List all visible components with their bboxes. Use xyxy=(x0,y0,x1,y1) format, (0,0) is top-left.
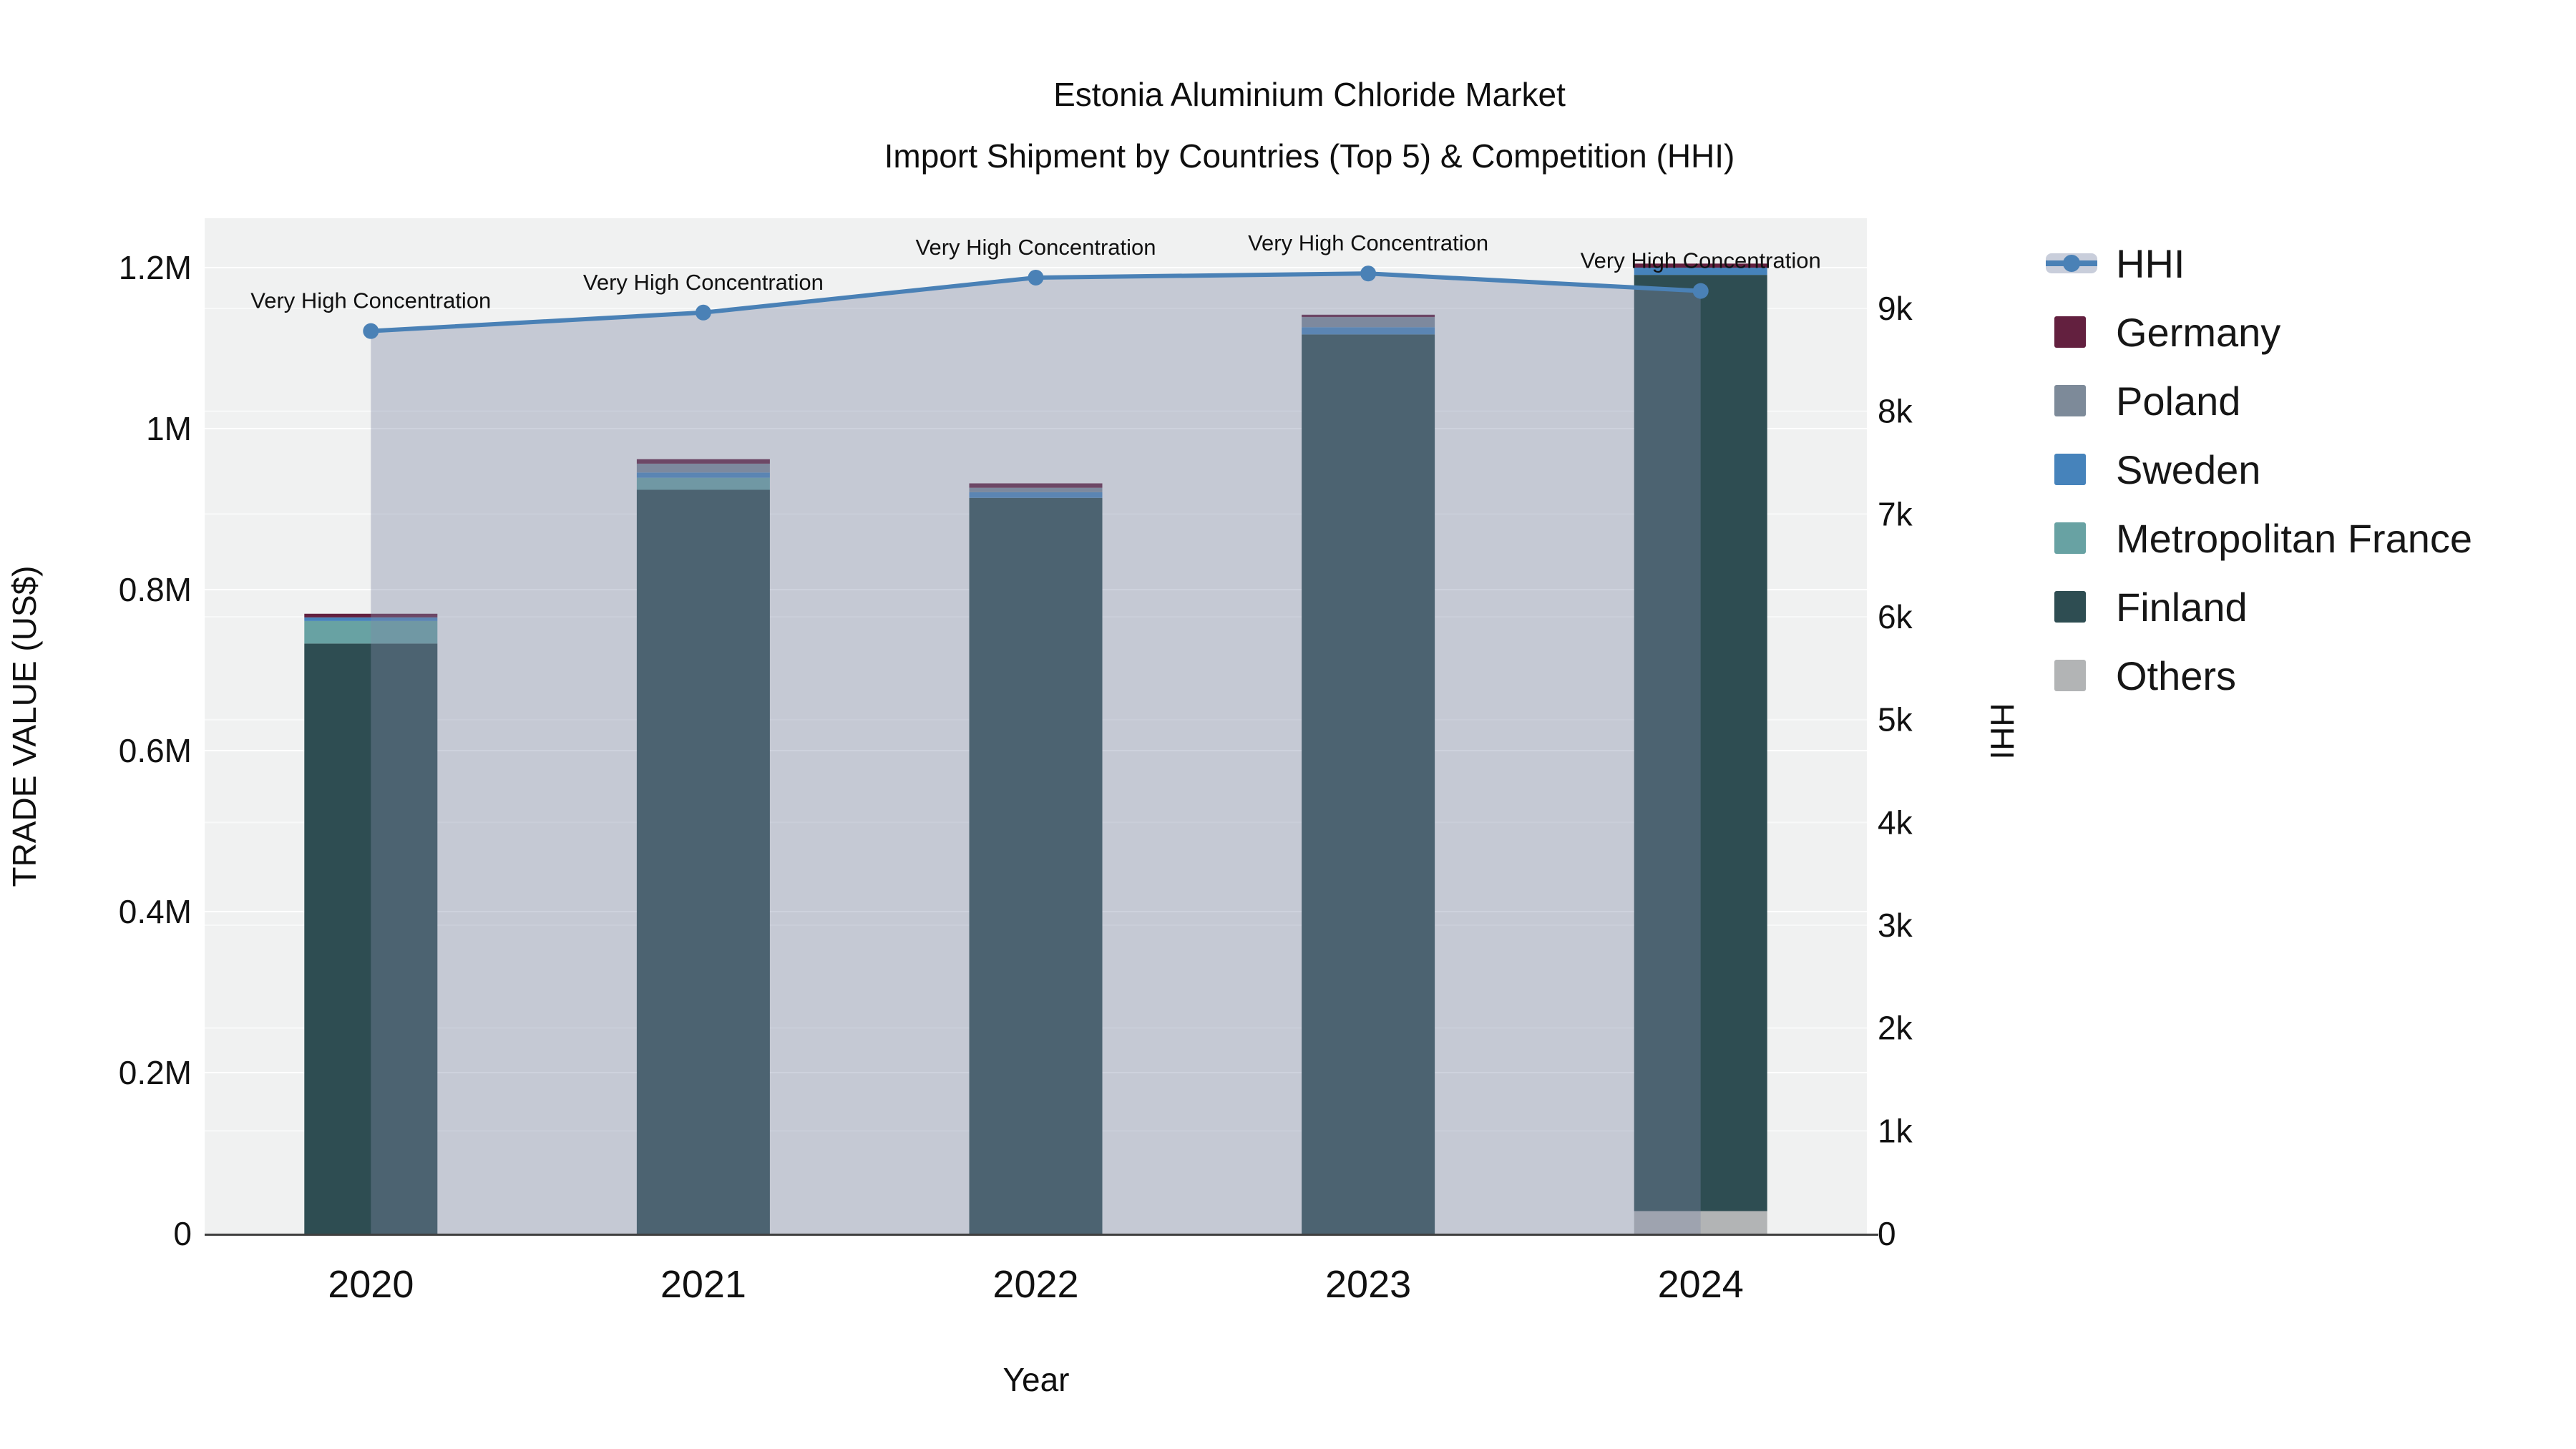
y-left-tick-0.2M: 0.2M xyxy=(119,1054,192,1091)
hhi-marker-2021[interactable] xyxy=(695,304,711,321)
bar-segment-poland-2022[interactable] xyxy=(969,487,1103,492)
metropolitan-france-swatch-icon xyxy=(2054,522,2086,554)
legend-label: Metropolitan France xyxy=(2116,515,2473,561)
sweden-swatch-icon xyxy=(2054,454,2086,485)
chart-title: Estonia Aluminium Chloride Market xyxy=(1053,76,1566,113)
legend: HHI Germany Poland Sweden Metropolitan F… xyxy=(2046,229,2472,710)
legend-item-poland[interactable]: Poland xyxy=(2046,366,2472,435)
bar-segment-germany-2023[interactable] xyxy=(1302,314,1435,318)
finland-swatch-icon xyxy=(2054,591,2086,623)
y-right-tick-7k: 7k xyxy=(1878,495,1913,532)
y-left-tick-1M: 1M xyxy=(146,410,192,447)
x-tick-2020[interactable]: 2020 xyxy=(328,1263,414,1306)
hhi-line-icon xyxy=(2046,253,2097,273)
x-tick-2023[interactable]: 2023 xyxy=(1325,1263,1411,1306)
bar-segment-germany-2024[interactable] xyxy=(1634,263,1767,268)
bar-segment-metropolitan-france-2020[interactable] xyxy=(304,620,438,644)
y-left-tick-0.8M: 0.8M xyxy=(119,571,192,608)
y-right-tick-0: 0 xyxy=(1878,1215,1896,1252)
bar-segment-finland-2023[interactable] xyxy=(1302,334,1435,1234)
annotation-2020: Very High Concentration xyxy=(250,288,491,313)
legend-item-finland[interactable]: Finland xyxy=(2046,572,2472,641)
chart-subtitle: Import Shipment by Countries (Top 5) & C… xyxy=(884,137,1735,175)
y-right-tick-8k: 8k xyxy=(1878,393,1913,430)
bar-segment-sweden-2021[interactable] xyxy=(636,472,770,478)
hhi-marker-2023[interactable] xyxy=(1360,265,1377,282)
y-axis-left-title: TRADE VALUE (US$) xyxy=(6,565,43,887)
legend-item-sweden[interactable]: Sweden xyxy=(2046,435,2472,504)
x-tick-2021[interactable]: 2021 xyxy=(660,1263,746,1306)
bar-segment-others-2024[interactable] xyxy=(1634,1211,1767,1234)
legend-label: Finland xyxy=(2116,584,2248,630)
y-left-tick-1.2M: 1.2M xyxy=(119,249,192,286)
legend-label: Germany xyxy=(2116,309,2281,355)
bar-segment-sweden-2022[interactable] xyxy=(969,492,1103,498)
annotation-2024: Very High Concentration xyxy=(1581,248,1821,273)
legend-label: Poland xyxy=(2116,378,2241,424)
bar-segment-germany-2021[interactable] xyxy=(636,459,770,464)
x-axis-title: Year xyxy=(1002,1361,1070,1398)
annotation-2021: Very High Concentration xyxy=(583,270,824,295)
y-right-tick-4k: 4k xyxy=(1878,804,1913,841)
y-axis-right-title: HHI xyxy=(1984,703,2021,760)
y-right-tick-1k: 1k xyxy=(1878,1112,1913,1149)
y-right-tick-9k: 9k xyxy=(1878,290,1913,327)
x-tick-2024[interactable]: 2024 xyxy=(1658,1263,1744,1306)
x-tick-2022[interactable]: 2022 xyxy=(992,1263,1078,1306)
y-left-tick-0.4M: 0.4M xyxy=(119,893,192,930)
bar-segment-germany-2022[interactable] xyxy=(969,483,1103,488)
bar-segment-finland-2020[interactable] xyxy=(304,643,438,1234)
bar-segment-metropolitan-france-2021[interactable] xyxy=(636,477,770,490)
hhi-area-fill xyxy=(371,273,1701,1234)
legend-label: HHI xyxy=(2116,240,2185,286)
poland-swatch-icon xyxy=(2054,385,2086,416)
bar-segment-finland-2024[interactable] xyxy=(1634,275,1767,1211)
y-left-tick-0: 0 xyxy=(173,1215,192,1252)
bar-segment-finland-2021[interactable] xyxy=(636,489,770,1234)
bar-segment-germany-2020[interactable] xyxy=(304,613,438,618)
others-swatch-icon xyxy=(2054,660,2086,691)
hhi-marker-2024[interactable] xyxy=(1692,283,1709,299)
bar-segment-poland-2023[interactable] xyxy=(1302,317,1435,328)
y-right-tick-2k: 2k xyxy=(1878,1010,1913,1047)
legend-item-others[interactable]: Others xyxy=(2046,641,2472,710)
legend-item-metropolitan-france[interactable]: Metropolitan France xyxy=(2046,504,2472,572)
annotation-2023: Very High Concentration xyxy=(1248,230,1488,255)
y-right-tick-6k: 6k xyxy=(1878,598,1913,635)
bar-segment-sweden-2024[interactable] xyxy=(1634,268,1767,275)
y-right-tick-3k: 3k xyxy=(1878,907,1913,944)
bar-segment-sweden-2020[interactable] xyxy=(304,617,438,621)
hhi-marker-2022[interactable] xyxy=(1028,269,1044,286)
germany-swatch-icon xyxy=(2054,316,2086,348)
legend-label: Others xyxy=(2116,653,2237,698)
legend-item-germany[interactable]: Germany xyxy=(2046,298,2472,366)
y-left-tick-0.6M: 0.6M xyxy=(119,732,192,769)
bar-segment-finland-2022[interactable] xyxy=(969,497,1103,1234)
bar-segment-sweden-2023[interactable] xyxy=(1302,327,1435,335)
hhi-marker-2020[interactable] xyxy=(363,323,379,339)
legend-label: Sweden xyxy=(2116,447,2261,492)
annotation-2022: Very High Concentration xyxy=(915,235,1156,260)
y-right-tick-5k: 5k xyxy=(1878,701,1913,738)
bar-segment-poland-2021[interactable] xyxy=(636,463,770,473)
legend-item-hhi[interactable]: HHI xyxy=(2046,229,2472,298)
